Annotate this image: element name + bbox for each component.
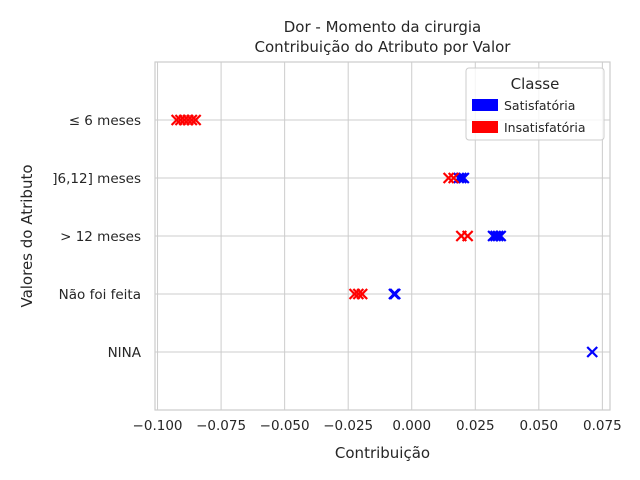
point-satisfatoria	[452, 172, 465, 184]
point-insatisfatoria	[356, 288, 368, 300]
point-satisfatoria	[389, 288, 401, 300]
legend-box	[465, 67, 605, 141]
y-tick-label: ≤ 6 meses	[69, 113, 141, 129]
legend: Classe Satisfatória Insatisfatória	[465, 67, 605, 141]
point-insatisfatoria	[442, 172, 455, 184]
point-satisfatoria	[489, 230, 502, 242]
legend-swatch-satisfatoria	[472, 99, 498, 111]
point-insatisfatoria	[186, 114, 198, 126]
x-tick-label: 0.050	[519, 418, 558, 434]
point-satisfatoria	[494, 230, 507, 242]
point-insatisfatoria	[189, 114, 202, 126]
y-axis-label: Valores do Atributo	[18, 164, 36, 307]
y-tick-label: ]6,12] meses	[52, 171, 141, 187]
point-satisfatoria	[458, 172, 470, 184]
grid-horizontal	[155, 119, 610, 353]
y-tick-label: > 12 meses	[60, 229, 141, 245]
x-tick-label: −0.025	[323, 418, 373, 434]
legend-swatch-insatisfatoria	[472, 121, 498, 133]
x-tick-label: −0.100	[133, 418, 183, 434]
data-points	[170, 114, 598, 358]
y-tick-label: NINA	[108, 345, 142, 361]
legend-label-satisfatoria: Satisfatória	[504, 98, 575, 113]
x-tick-label: 0.000	[392, 418, 431, 434]
point-insatisfatoria	[447, 172, 460, 184]
x-tick-label: 0.025	[456, 418, 495, 434]
x-tick-labels: −0.100 −0.075 −0.050 −0.025 0.000 0.025 0.050 0…	[133, 418, 622, 434]
y-tick-label: Não foi feita	[59, 287, 141, 303]
x-tick-label: 0.075	[583, 418, 622, 434]
x-axis-label: Contribuição	[335, 444, 430, 462]
chart-title: Dor - Momento da cirurgia	[284, 18, 482, 36]
point-satisfatoria	[492, 230, 504, 242]
legend-title: Classe	[511, 75, 560, 93]
x-tick-label: −0.075	[196, 418, 246, 434]
point-insatisfatoria	[461, 230, 474, 242]
chart-subtitle: Contribuição do Atributo por Valor	[255, 38, 512, 56]
x-tick-label: −0.050	[260, 418, 310, 434]
legend-label-insatisfatoria: Insatisfatória	[504, 120, 586, 135]
point-satisfatoria	[586, 346, 598, 358]
plot-frame	[154, 61, 611, 411]
y-tick-labels: ≤ 6 meses ]6,12] meses > 12 meses Não foi f…	[52, 113, 141, 361]
point-insatisfatoria	[352, 288, 365, 300]
